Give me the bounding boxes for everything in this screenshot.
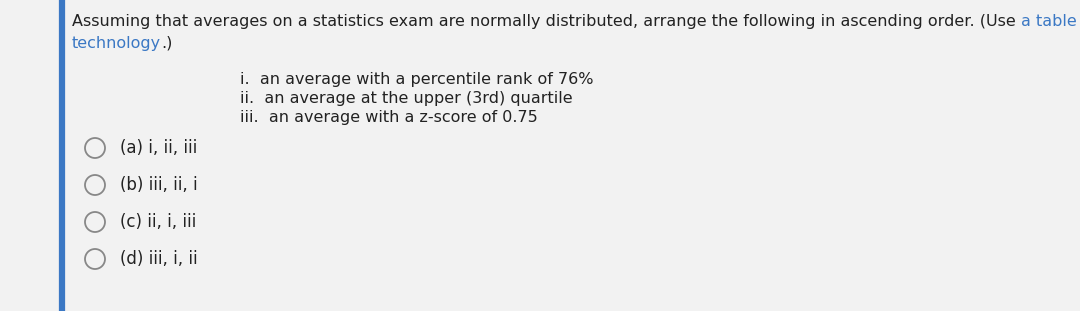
Text: or: or	[1077, 14, 1080, 29]
Text: ii.  an average at the upper (3rd) quartile: ii. an average at the upper (3rd) quarti…	[240, 91, 572, 106]
Text: (a) i, ii, iii: (a) i, ii, iii	[120, 139, 198, 157]
Text: (c) ii, i, iii: (c) ii, i, iii	[120, 213, 197, 231]
Text: technology: technology	[72, 36, 161, 51]
Text: Assuming that averages on a statistics exam are normally distributed, arrange th: Assuming that averages on a statistics e…	[72, 14, 1021, 29]
Text: a table: a table	[1021, 14, 1077, 29]
Text: i.  an average with a percentile rank of 76%: i. an average with a percentile rank of …	[240, 72, 594, 87]
Text: (b) iii, ii, i: (b) iii, ii, i	[120, 176, 198, 194]
Text: (d) iii, i, ii: (d) iii, i, ii	[120, 250, 198, 268]
Text: .): .)	[161, 36, 173, 51]
Text: iii.  an average with a z-score of 0.75: iii. an average with a z-score of 0.75	[240, 110, 538, 125]
